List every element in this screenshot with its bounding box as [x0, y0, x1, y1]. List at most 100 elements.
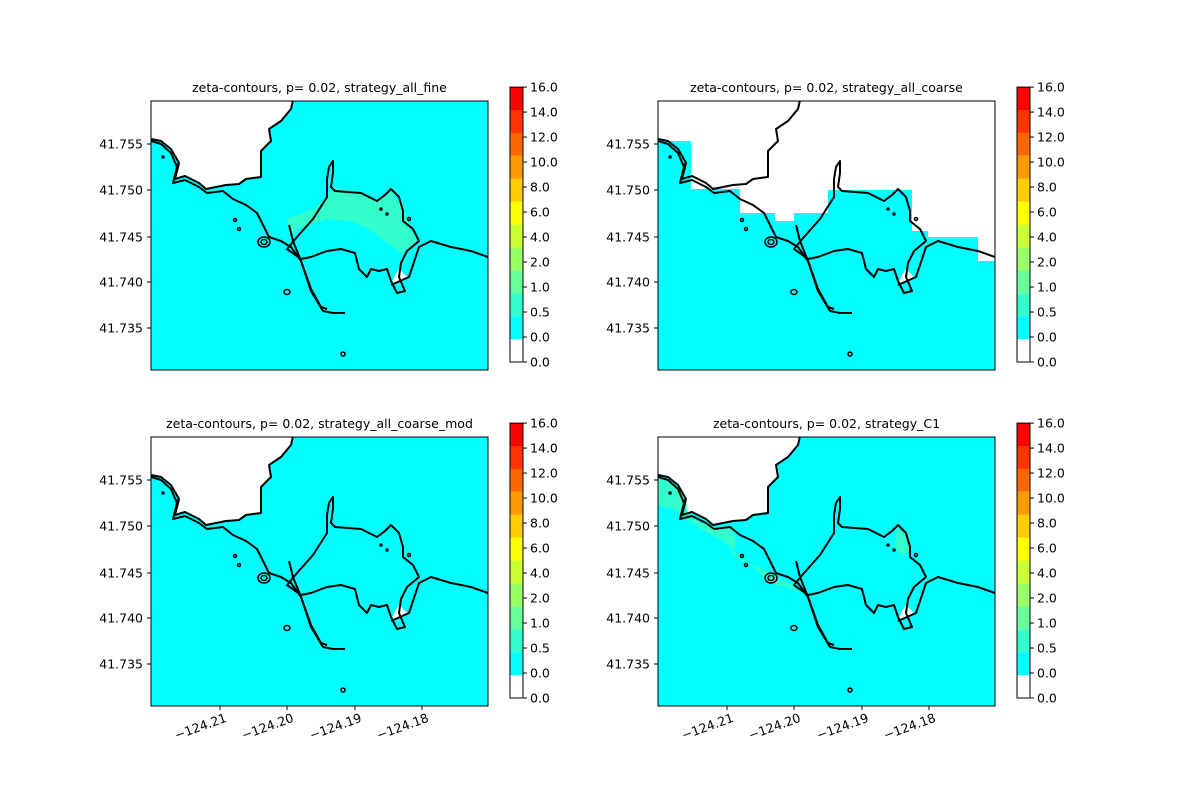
island — [260, 574, 268, 582]
y-tick-label: 41.750 — [606, 519, 650, 534]
colorbar-segment — [1017, 110, 1030, 133]
y-tick-label: 41.735 — [606, 657, 650, 672]
y-tick-label: 41.750 — [99, 183, 143, 198]
plot-area — [151, 101, 488, 370]
coastline — [658, 101, 801, 190]
y-tick-label: 41.745 — [606, 566, 650, 581]
colorbar-segment-top — [1017, 423, 1030, 446]
contour-level-1.0-2.0 — [287, 187, 417, 253]
colorbar-label: 14.0 — [530, 441, 558, 456]
colorbar-label: 4.0 — [1037, 230, 1057, 245]
plot-area — [151, 437, 488, 706]
colorbar-label: 6.0 — [530, 205, 550, 220]
colorbar-label: 10.0 — [1037, 491, 1065, 506]
colorbar-label: 4.0 — [1037, 566, 1057, 581]
island — [767, 574, 775, 582]
colorbar-segment — [510, 224, 523, 248]
island — [340, 687, 346, 693]
x-tick-label: −124.21 — [172, 710, 228, 743]
contour-level-1.0-2.0 — [658, 477, 800, 595]
colorbar-segment — [510, 606, 523, 630]
colorbar-label: 6.0 — [1037, 205, 1057, 220]
colorbar-segment — [510, 247, 523, 271]
y-tick-label: 41.750 — [99, 519, 143, 534]
colorbar-label: 16.0 — [530, 80, 558, 95]
colorbar-segment — [1017, 247, 1030, 271]
colorbar-segment — [1017, 583, 1030, 607]
colorbar-segment — [1017, 155, 1030, 179]
y-tick-label: 41.755 — [606, 137, 650, 152]
island — [668, 155, 672, 159]
island — [847, 687, 853, 693]
colorbar-segment — [1017, 537, 1030, 561]
island — [682, 499, 686, 503]
island — [232, 553, 238, 559]
colorbar-segment — [510, 537, 523, 561]
island — [406, 216, 412, 222]
y-tick-label: 41.745 — [99, 566, 143, 581]
colorbar-label: 4.0 — [530, 230, 550, 245]
island — [406, 552, 412, 558]
colorbar-label: 0.0 — [1037, 355, 1057, 370]
chart-panel: zeta-contours, p= 0.02, strategy_all_coa… — [99, 416, 489, 743]
colorbar-segment — [510, 629, 523, 653]
coastline-bay — [793, 496, 927, 630]
colorbar-label: 0.5 — [530, 641, 550, 656]
colorbar-label: 12.0 — [1037, 130, 1065, 145]
plot-area — [658, 437, 995, 706]
colorbar-segment — [510, 652, 523, 676]
island — [232, 217, 238, 223]
colorbar-label: 2.0 — [530, 255, 550, 270]
island — [340, 351, 346, 357]
colorbar: 16.0 14.0 12.0 10.0 8.0 6.0 4.0 2.0 1.0 0.5 0.0 0.0 — [1016, 80, 1065, 370]
coastline — [288, 224, 328, 310]
x-tick-label: −124.20 — [239, 710, 295, 743]
colorbar-label: 12.0 — [1037, 466, 1065, 481]
island — [283, 288, 291, 296]
colorbar-label: 0.5 — [1037, 641, 1057, 656]
colorbar-label: 2.0 — [1037, 255, 1057, 270]
coastline-south — [897, 576, 995, 622]
colorbar-segment — [510, 110, 523, 133]
colorbar-label: 16.0 — [1037, 80, 1065, 95]
island — [739, 553, 745, 559]
coastline-bay — [793, 160, 927, 294]
colorbar-label: 2.0 — [1037, 591, 1057, 606]
coastline — [658, 437, 801, 526]
x-tick-label: −124.18 — [881, 710, 937, 743]
axes-frame — [657, 100, 996, 371]
island — [385, 212, 389, 216]
colorbar-segment — [510, 316, 523, 340]
chart-panel: zeta-contours, p= 0.02, strategy_all_coa… — [606, 80, 996, 371]
island — [682, 163, 686, 167]
y-tick-label: 41.735 — [99, 321, 143, 336]
colorbar-label: 1.0 — [1037, 280, 1057, 295]
colorbar-segment — [1017, 606, 1030, 630]
island — [886, 543, 890, 547]
colorbar-segment — [1017, 293, 1030, 317]
chart-title: zeta-contours, p= 0.02, strategy_C1 — [713, 416, 940, 431]
colorbar-segment — [510, 491, 523, 515]
colorbar-label: 6.0 — [1037, 541, 1057, 556]
coastline-bay — [286, 160, 420, 294]
colorbar-label: 14.0 — [530, 105, 558, 120]
land-region — [658, 437, 800, 525]
axes-frame — [150, 100, 489, 371]
contour-level-1.0-2.0-bay — [894, 525, 912, 555]
channel-mouth — [834, 157, 850, 169]
coastline-bay — [286, 496, 420, 630]
island — [743, 562, 749, 568]
colorbar-label: 6.0 — [530, 541, 550, 556]
colorbar-label: 1.0 — [530, 280, 550, 295]
colorbar-segment — [510, 560, 523, 584]
chart-title: zeta-contours, p= 0.02, strategy_all_coa… — [166, 416, 473, 431]
island — [767, 238, 775, 246]
x-tick-label: −124.21 — [679, 710, 735, 743]
colorbar-label: 16.0 — [530, 416, 558, 431]
colorbar-segment — [510, 270, 523, 294]
colorbar: 16.0 14.0 12.0 10.0 8.0 6.0 4.0 2.0 1.0 0.5 0.0 0.0 — [1016, 416, 1065, 706]
island — [260, 238, 268, 246]
coastline — [795, 560, 835, 646]
plot-area — [658, 101, 995, 370]
